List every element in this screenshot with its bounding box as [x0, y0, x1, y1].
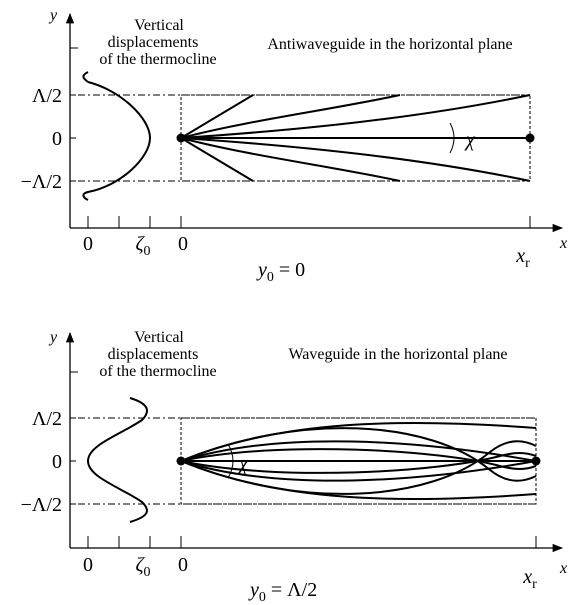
angle-arc [227, 443, 234, 479]
source-point [176, 133, 186, 143]
thermocline-curve [86, 397, 148, 523]
ray-bundle [180, 94, 531, 182]
note-line-2: displacements [108, 34, 199, 51]
condition-label: y0 = Λ/2 [248, 579, 317, 605]
panel-title: Antiwaveguide in the horizontal plane [267, 36, 512, 53]
thermocline-curve-top [82, 71, 89, 83]
zeta-label-0: 0 [83, 554, 93, 576]
tick-label-mid: 0 [52, 451, 62, 473]
tick-label-top: Λ/2 [32, 408, 62, 430]
zeta-label-1: ζ0 [135, 554, 150, 580]
note-line-3: of the thermocline [99, 363, 216, 380]
tick-label-bot: −Λ/2 [21, 494, 62, 516]
x-axis-label: x [559, 560, 567, 577]
receiver-point [525, 133, 535, 143]
zeta-label-0: 0 [83, 233, 93, 255]
x-label-r: xr [522, 566, 537, 592]
y-axis-label: y [48, 329, 58, 346]
panel-antiwaveguide: y x Λ/2 0 −Λ/2 0 ζ0 0 xr Vertical displa… [21, 7, 567, 285]
y-axis-label: y [48, 7, 58, 24]
angle-arc [449, 122, 455, 154]
angle-label: χ [464, 129, 476, 151]
x-label-0: 0 [178, 233, 188, 255]
note-line-1: Vertical [134, 329, 184, 346]
thermocline-curve [82, 81, 152, 201]
tick-label-top: Λ/2 [32, 85, 62, 107]
tick-label-bot: −Λ/2 [21, 171, 62, 193]
angle-label: χ [237, 453, 249, 475]
condition-label: y0 = 0 [256, 259, 305, 285]
note-line-1: Vertical [134, 17, 184, 34]
x-label-r: xr [515, 245, 530, 271]
receiver-point [531, 456, 541, 466]
note-line-2: displacements [108, 346, 199, 363]
ray-bundle [180, 421, 537, 501]
zeta-label-1: ζ0 [135, 233, 150, 259]
note-line-3: of the thermocline [99, 51, 216, 68]
x-axis-label: x [559, 235, 567, 252]
source-point [176, 456, 186, 466]
panel-title: Waveguide in the horizontal plane [288, 346, 507, 363]
tick-label-mid: 0 [52, 128, 62, 150]
x-label-0: 0 [178, 554, 188, 576]
panel-waveguide: y x Λ/2 0 −Λ/2 0 ζ0 0 xr Vertical displa… [21, 329, 567, 605]
